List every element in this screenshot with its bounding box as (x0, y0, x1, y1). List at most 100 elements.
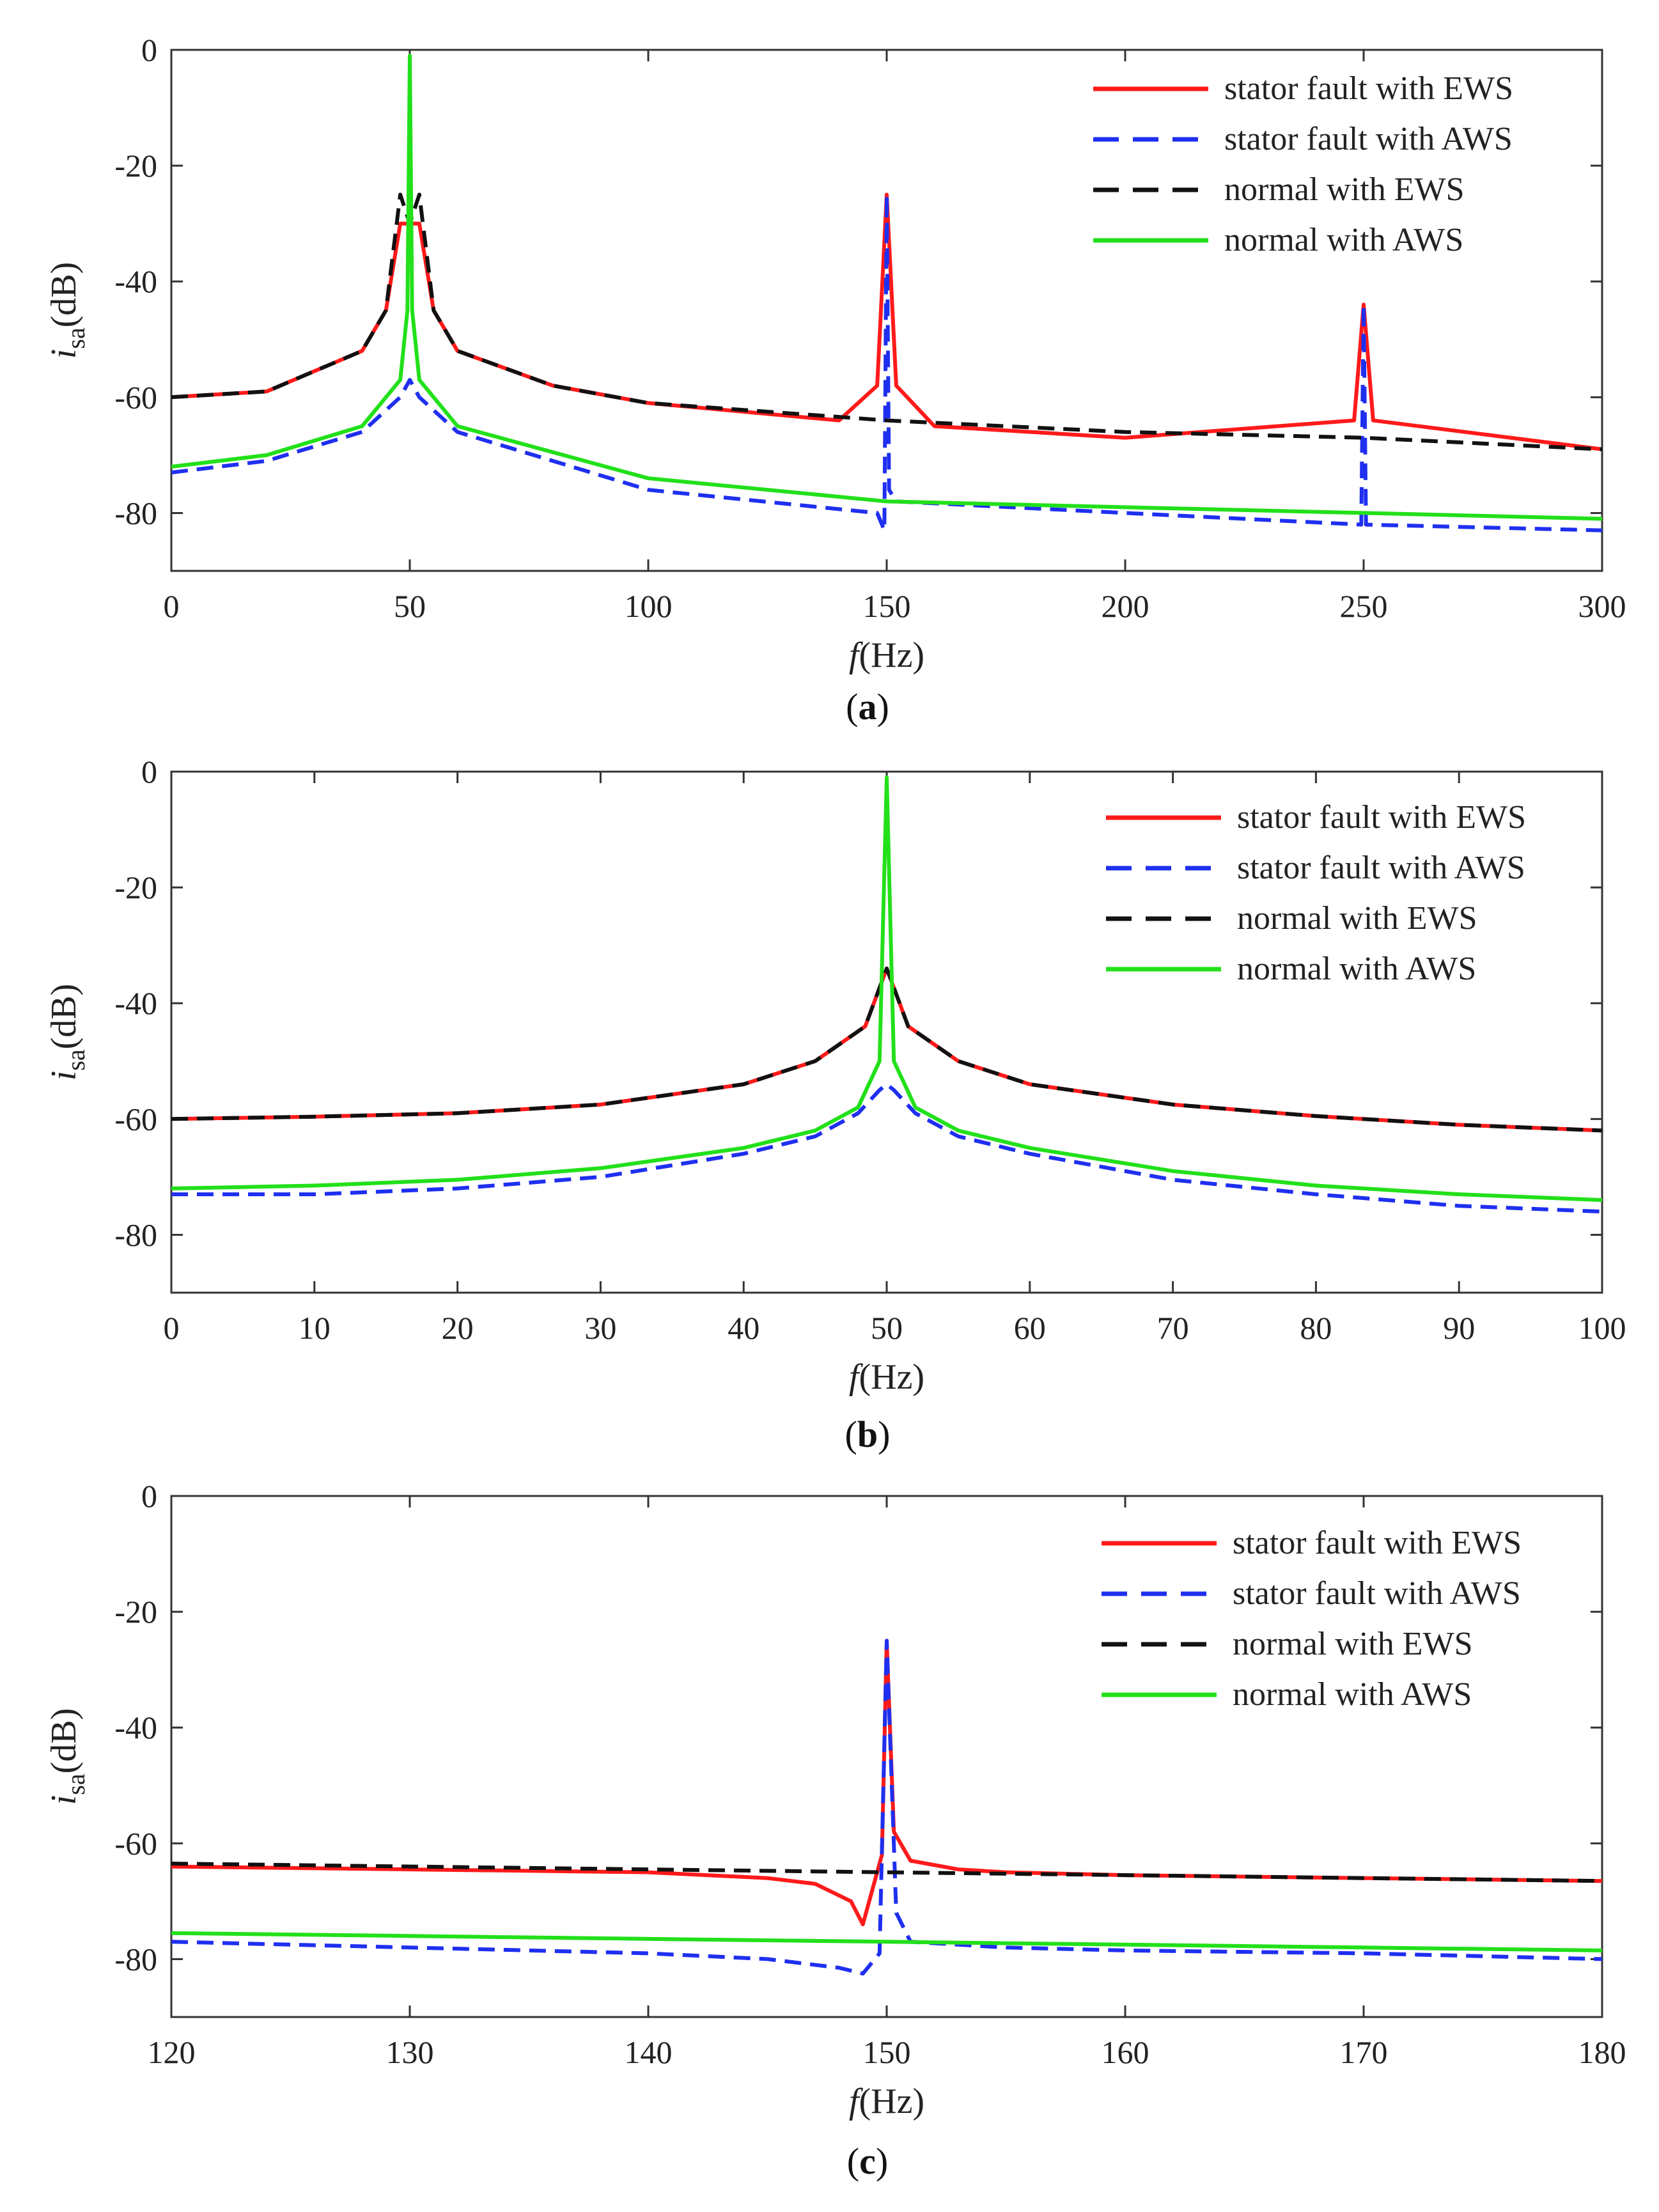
panel-caption: (c) (847, 2140, 888, 2182)
caption-letter: c (859, 2140, 876, 2182)
y-tick-label: -60 (114, 1101, 157, 1137)
x-tick-label: 90 (1443, 1310, 1475, 1346)
series-line-stator-fault-aws (171, 192, 1602, 533)
caption-open-paren: ( (846, 686, 858, 728)
y-tick-label: -40 (114, 985, 157, 1021)
x-tick-label: 100 (1578, 1310, 1626, 1346)
caption-letter: b (857, 1414, 878, 1455)
y-tick-label: 0 (141, 32, 157, 68)
legend-label: stator fault with AWS (1224, 121, 1513, 157)
series-line-normal-ews (171, 1862, 1602, 1883)
x-tick-label: 60 (1014, 1310, 1046, 1346)
x-tick-label: 200 (1102, 588, 1149, 624)
series-line-normal-aws (171, 54, 1602, 521)
y-tick-label: 0 (141, 1478, 157, 1514)
legend-label: normal with AWS (1237, 951, 1476, 987)
panel-caption: (a) (846, 686, 889, 728)
x-axis-label: f(Hz) (849, 635, 924, 675)
legend-label: normal with AWS (1233, 1676, 1472, 1713)
y-tick-label: -40 (114, 1710, 157, 1745)
legend-label: normal with EWS (1224, 171, 1465, 208)
y-tick-label: -80 (114, 1217, 157, 1252)
y-tick-label: -20 (114, 148, 157, 183)
x-tick-label: 70 (1157, 1310, 1189, 1346)
x-tick-label: 0 (164, 1310, 180, 1346)
panel-caption: (b) (845, 1414, 891, 1455)
y-axis-label: isa(dB) (44, 1708, 90, 1805)
series-line-normal-ews (171, 192, 1602, 451)
series-line-stator-fault-aws (171, 1082, 1602, 1214)
x-tick-label: 50 (871, 1310, 903, 1346)
x-tick-label: 0 (164, 588, 180, 624)
series-line-stator-fault-ews (171, 966, 1602, 1133)
y-axis-label: isa(dB) (44, 984, 90, 1081)
y-axis-label-unit: (dB) (44, 984, 84, 1050)
caption-open-paren: ( (845, 1414, 857, 1455)
series-line-normal-aws (171, 775, 1602, 1203)
x-tick-label: 170 (1340, 2034, 1388, 2070)
x-axis-label-unit: (Hz) (859, 635, 924, 675)
x-tick-label: 180 (1578, 2034, 1626, 2070)
x-tick-label: 150 (863, 588, 911, 624)
y-axis-label: isa(dB) (44, 262, 90, 359)
plot-frame (170, 1495, 1603, 2018)
legend-label: normal with EWS (1237, 900, 1477, 937)
x-axis-label-unit: (Hz) (859, 1357, 924, 1397)
caption-close-paren: ) (877, 686, 889, 728)
x-tick-label: 40 (728, 1310, 759, 1346)
y-tick-label: 0 (141, 754, 157, 790)
y-tick-label: -80 (114, 495, 157, 531)
y-tick-label: -20 (114, 869, 157, 905)
series-line-normal-ews (171, 966, 1602, 1133)
y-axis-label-symbol: i (44, 1071, 84, 1081)
x-tick-label: 300 (1578, 588, 1626, 624)
x-tick-label: 160 (1102, 2034, 1149, 2070)
chart-legend: stator fault with EWS stator fault with A… (1106, 799, 1526, 987)
x-tick-label: 80 (1300, 1310, 1332, 1346)
y-axis-label-unit: (dB) (44, 262, 84, 328)
x-tick-label: 130 (386, 2034, 434, 2070)
chart-legend: stator fault with EWS stator fault with A… (1093, 70, 1513, 258)
x-tick-label: 10 (299, 1310, 331, 1346)
x-tick-label: 150 (863, 2034, 911, 2070)
caption-letter: a (859, 686, 877, 728)
x-axis-label-unit: (Hz) (859, 2082, 924, 2121)
series-line-stator-fault-aws (171, 1639, 1602, 1976)
legend-label: stator fault with AWS (1233, 1575, 1521, 1612)
legend-label: stator fault with EWS (1233, 1525, 1522, 1561)
series-line-normal-aws (171, 1931, 1602, 1952)
x-tick-label: 100 (625, 588, 673, 624)
x-tick-label: 120 (148, 2034, 196, 2070)
x-tick-label: 20 (442, 1310, 474, 1346)
chart-panel-a: 0 50 100 150 200 250 3000-20-40-60-80f(Hz)isa(… (44, 32, 1626, 728)
legend-label: normal with EWS (1233, 1626, 1473, 1662)
y-tick-label: -20 (114, 1594, 157, 1630)
legend-label: stator fault with EWS (1237, 799, 1526, 836)
caption-open-paren: ( (847, 2140, 859, 2182)
x-tick-label: 30 (584, 1310, 616, 1346)
caption-close-paren: ) (876, 2140, 888, 2182)
caption-close-paren: ) (878, 1414, 890, 1455)
x-tick-label: 140 (625, 2034, 673, 2070)
y-axis-label-subscript: sa (61, 1773, 90, 1795)
y-tick-label: -60 (114, 1825, 157, 1861)
y-axis-label-subscript: sa (61, 327, 90, 349)
y-axis-label-unit: (dB) (44, 1708, 84, 1774)
y-tick-label: -80 (114, 1941, 157, 1977)
x-axis-label: f(Hz) (849, 2082, 924, 2121)
x-tick-label: 50 (394, 588, 426, 624)
chart-panel-b: 0 10 20 30 40 50 60 70 80 90 100 0 -20 -40 -60 -80 f(Hz)… (44, 754, 1626, 1455)
y-tick-label: -60 (114, 379, 157, 415)
legend-label: stator fault with EWS (1224, 70, 1513, 107)
y-tick-label: -40 (114, 263, 157, 299)
x-tick-label: 250 (1340, 588, 1388, 624)
y-axis-label-symbol: i (44, 349, 84, 359)
x-axis-label: f(Hz) (849, 1357, 924, 1397)
legend-label: stator fault with AWS (1237, 850, 1525, 886)
chart-legend: stator fault with EWS stator fault with A… (1102, 1525, 1522, 1713)
series-line-stator-fault-ews (171, 192, 1602, 451)
chart-panel-c: 120 130 140 150 160 170 180 0 -20 -40 -60 -80 f(Hz) i… (44, 1478, 1626, 2182)
y-axis-label-symbol: i (44, 1795, 84, 1805)
